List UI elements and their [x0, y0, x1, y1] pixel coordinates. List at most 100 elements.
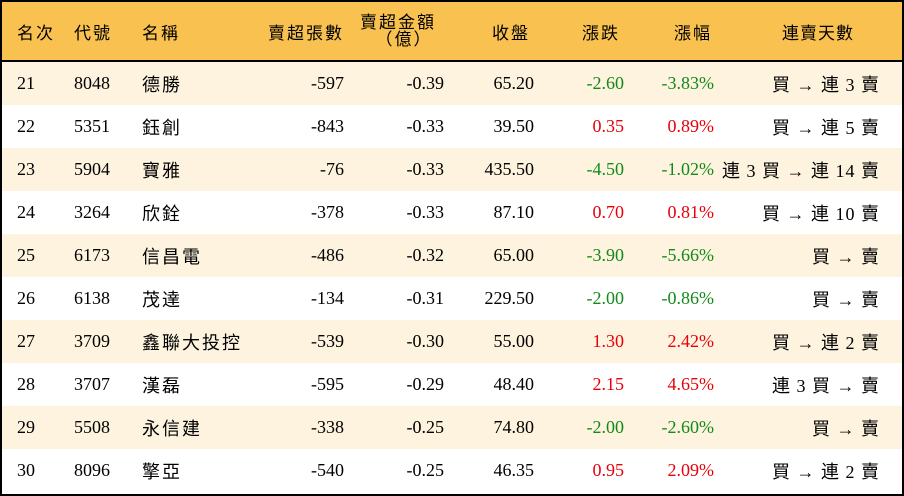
- header-change-pct: 漲幅: [674, 23, 712, 43]
- table-row: 24 3264 欣銓 -378 -0.33 87.10 0.70 0.81% 買…: [2, 191, 902, 234]
- cell-streak: 買 → 賣: [812, 246, 880, 267]
- cell-close: 46.35: [493, 460, 535, 480]
- table-row: 27 3709 鑫聯大投控 -539 -0.30 55.00 1.30 2.42…: [2, 320, 902, 363]
- cell-change-pct: -2.60%: [661, 417, 715, 437]
- header-name: 名稱: [142, 23, 180, 43]
- cell-net-sell-lots: -134: [311, 288, 344, 308]
- cell-close: 87.10: [493, 202, 535, 222]
- cell-rank: 22: [17, 116, 35, 136]
- cell-streak: 買 → 賣: [812, 289, 880, 310]
- cell-name: 擎亞: [142, 461, 182, 482]
- header-net-sell-lots: 賣超張數: [268, 23, 344, 43]
- cell-net-sell-lots: -76: [320, 159, 344, 179]
- cell-net-sell-amount: -0.32: [406, 245, 445, 265]
- header-close: 收盤: [492, 23, 530, 43]
- cell-change-pct: -1.02%: [661, 159, 715, 179]
- cell-change: -2.00: [586, 288, 625, 308]
- table-row: 22 5351 鈺創 -843 -0.33 39.50 0.35 0.89% 買…: [2, 105, 902, 148]
- cell-rank: 26: [17, 288, 35, 308]
- cell-rank: 24: [17, 202, 35, 222]
- cell-change-pct: -3.83%: [661, 73, 715, 93]
- cell-name: 鈺創: [142, 117, 182, 138]
- table-row: 26 6138 茂達 -134 -0.31 229.50 -2.00 -0.86…: [2, 277, 902, 320]
- cell-net-sell-amount: -0.33: [406, 116, 445, 136]
- cell-streak: 買 → 連 3 賣: [772, 74, 880, 95]
- cell-net-sell-lots: -597: [311, 73, 344, 93]
- cell-change: -3.90: [586, 245, 625, 265]
- cell-name: 欣銓: [142, 203, 182, 224]
- table-row: 23 5904 寶雅 -76 -0.33 435.50 -4.50 -1.02%…: [2, 148, 902, 191]
- table-body: 21 8048 德勝 -597 -0.39 65.20 -2.60 -3.83%…: [2, 62, 902, 492]
- cell-change-pct: 2.09%: [667, 460, 715, 480]
- header-net-sell-amount: 賣超金額 （億）: [344, 14, 444, 48]
- cell-net-sell-amount: -0.39: [406, 73, 445, 93]
- cell-close: 74.80: [493, 417, 535, 437]
- cell-code: 6138: [74, 288, 110, 308]
- cell-change: -2.60: [586, 73, 625, 93]
- cell-streak: 買 → 連 10 賣: [762, 203, 880, 224]
- cell-net-sell-lots: -843: [311, 116, 344, 136]
- table-row: 29 5508 永信建 -338 -0.25 74.80 -2.00 -2.60…: [2, 406, 902, 449]
- cell-rank: 28: [17, 374, 35, 394]
- cell-code: 5904: [74, 159, 110, 179]
- cell-name: 德勝: [142, 74, 182, 95]
- cell-net-sell-amount: -0.31: [406, 288, 445, 308]
- cell-rank: 23: [17, 159, 35, 179]
- cell-code: 3264: [74, 202, 110, 222]
- cell-net-sell-amount: -0.25: [406, 460, 445, 480]
- cell-net-sell-amount: -0.29: [406, 374, 445, 394]
- cell-net-sell-lots: -595: [311, 374, 344, 394]
- cell-change: -4.50: [586, 159, 625, 179]
- cell-name: 信昌電: [142, 246, 202, 267]
- table-row: 21 8048 德勝 -597 -0.39 65.20 -2.60 -3.83%…: [2, 62, 902, 105]
- cell-change-pct: 4.65%: [667, 374, 715, 394]
- cell-name: 漢磊: [142, 375, 182, 396]
- cell-rank: 27: [17, 331, 35, 351]
- cell-change: 2.15: [592, 374, 625, 394]
- cell-code: 5351: [74, 116, 110, 136]
- cell-close: 435.50: [484, 159, 535, 179]
- cell-code: 5508: [74, 417, 110, 437]
- cell-streak: 買 → 連 5 賣: [772, 117, 880, 138]
- cell-streak: 連 3 買 → 連 14 賣: [722, 160, 880, 181]
- cell-name: 茂達: [142, 289, 182, 310]
- cell-change: -2.00: [586, 417, 625, 437]
- cell-change-pct: 0.81%: [667, 202, 715, 222]
- cell-net-sell-amount: -0.33: [406, 202, 445, 222]
- cell-net-sell-lots: -539: [311, 331, 344, 351]
- cell-change: 0.35: [592, 116, 625, 136]
- header-net-sell-amount-line1: 賣超金額: [360, 13, 436, 32]
- cell-close: 65.00: [493, 245, 535, 265]
- cell-net-sell-lots: -378: [311, 202, 344, 222]
- header-code: 代號: [74, 23, 112, 43]
- cell-streak: 買 → 賣: [812, 418, 880, 439]
- table-row: 25 6173 信昌電 -486 -0.32 65.00 -3.90 -5.66…: [2, 234, 902, 277]
- cell-rank: 25: [17, 245, 35, 265]
- cell-change: 0.95: [592, 460, 625, 480]
- cell-streak: 買 → 連 2 賣: [772, 332, 880, 353]
- cell-close: 55.00: [493, 331, 535, 351]
- table-row: 28 3707 漢磊 -595 -0.29 48.40 2.15 4.65% 連…: [2, 363, 902, 406]
- cell-net-sell-lots: -540: [311, 460, 344, 480]
- cell-code: 8096: [74, 460, 110, 480]
- cell-change-pct: -5.66%: [661, 245, 715, 265]
- cell-net-sell-lots: -486: [311, 245, 344, 265]
- cell-code: 3707: [74, 374, 110, 394]
- cell-net-sell-amount: -0.30: [406, 331, 445, 351]
- cell-code: 6173: [74, 245, 110, 265]
- cell-code: 8048: [74, 73, 110, 93]
- cell-net-sell-amount: -0.25: [406, 417, 445, 437]
- cell-streak: 連 3 買 → 賣: [772, 375, 880, 396]
- cell-rank: 21: [17, 73, 35, 93]
- table-row: 30 8096 擎亞 -540 -0.25 46.35 0.95 2.09% 買…: [2, 449, 902, 492]
- cell-name: 永信建: [142, 418, 202, 439]
- cell-streak: 買 → 連 2 賣: [772, 461, 880, 482]
- cell-change-pct: 0.89%: [667, 116, 715, 136]
- cell-close: 65.20: [493, 73, 535, 93]
- cell-name: 寶雅: [142, 160, 182, 181]
- header-rank: 名次: [17, 23, 55, 43]
- cell-rank: 30: [17, 460, 35, 480]
- cell-close: 229.50: [484, 288, 535, 308]
- cell-change-pct: 2.42%: [667, 331, 715, 351]
